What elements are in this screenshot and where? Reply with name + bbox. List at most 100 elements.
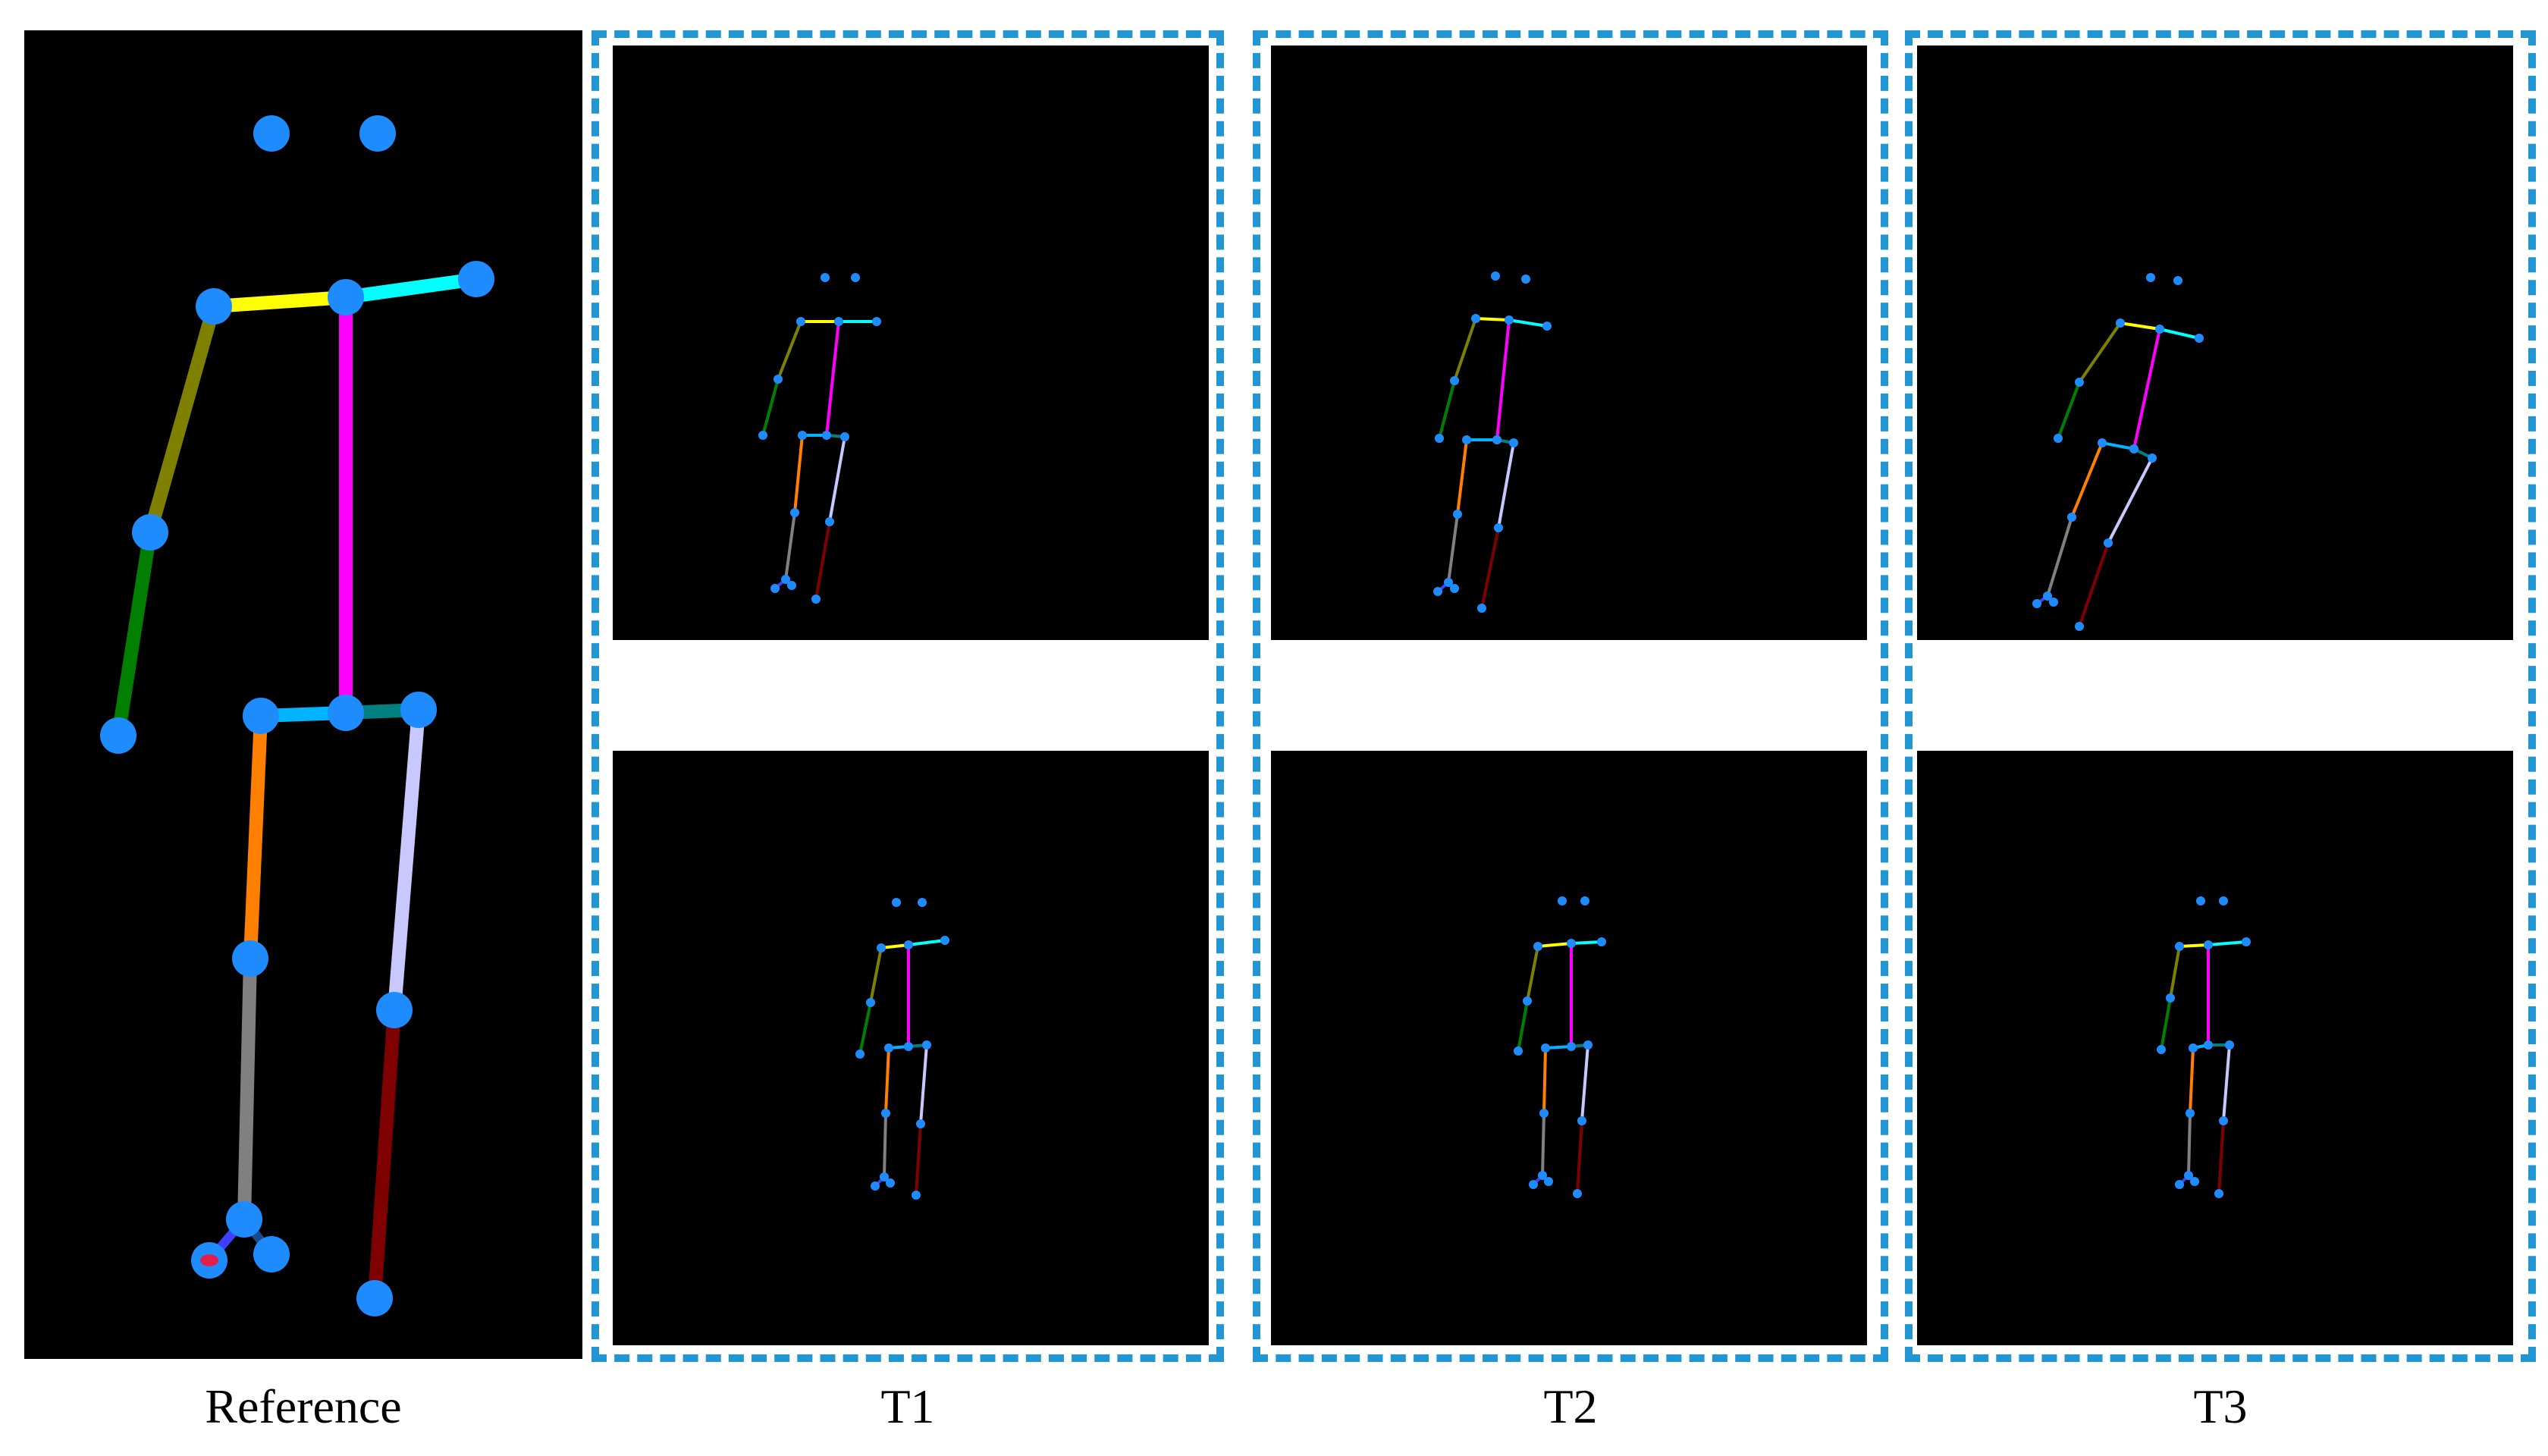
- joint-elbow: [1523, 996, 1532, 1006]
- bone-upper-arm: [869, 947, 883, 1003]
- joint-knee-left: [232, 940, 268, 977]
- joint-toe-small: [2190, 1177, 2199, 1186]
- t3-bottom-panel: [1917, 751, 2513, 1345]
- joint-wrist: [100, 717, 136, 754]
- bone-hip-left: [2101, 441, 2135, 450]
- bone-thigh-right: [1580, 1044, 1589, 1122]
- joint-eye-right: [1521, 275, 1530, 284]
- joint-toe-big: [871, 1181, 880, 1191]
- t1-bottom-panel: [613, 751, 1209, 1345]
- joint-ankle-right: [912, 1191, 921, 1200]
- joint-shoulder-left: [796, 317, 805, 326]
- joint-shoulder-left: [1533, 942, 1542, 951]
- joint-hip-center: [2129, 444, 2138, 453]
- caption-reference: Reference: [205, 1379, 402, 1433]
- joint-hip-center: [2204, 1040, 2213, 1050]
- joint-wrist: [2157, 1045, 2166, 1054]
- bone-shoulder-right: [2208, 940, 2247, 946]
- joint-hip-left: [243, 698, 279, 734]
- heel-marker: [200, 1254, 218, 1266]
- joint-shoulder-right: [2195, 334, 2204, 343]
- caption-t1: T1: [880, 1379, 935, 1433]
- bone-torso: [2132, 328, 2161, 450]
- t2-bottom-panel: [1271, 751, 1867, 1345]
- joint-shoulder-right: [940, 936, 949, 945]
- bone-shoulder-left: [2179, 943, 2209, 948]
- joint-elbow: [2166, 993, 2175, 1003]
- joint-shoulder-left: [877, 943, 886, 952]
- joint-eye-left: [2196, 896, 2205, 905]
- joint-eye-left: [2146, 273, 2155, 282]
- bone-shoulder-right: [1571, 940, 1602, 945]
- t3-top-skeleton: [2032, 273, 2204, 631]
- bone-upper-arm: [2078, 322, 2122, 384]
- joint-shoulder-left: [2116, 318, 2125, 328]
- joint-knee-left: [1539, 1109, 1549, 1118]
- joint-toe-small: [1450, 584, 1459, 593]
- joint-wrist: [855, 1050, 864, 1059]
- bone-shoulder-left: [1537, 942, 1572, 948]
- joint-eye-left: [1558, 896, 1567, 905]
- t1-top-panel: [613, 46, 1209, 640]
- bone-shoulder-left: [2120, 322, 2160, 331]
- joint-neck: [904, 940, 913, 949]
- group-t3: [1905, 30, 2536, 1362]
- bone-thigh-right: [2222, 1044, 2231, 1122]
- bone-thigh-right: [919, 1044, 928, 1125]
- joint-ankle-right: [2075, 622, 2084, 631]
- joint-toe-small: [787, 581, 796, 590]
- joint-hip-right: [1583, 1040, 1592, 1050]
- joint-hip-left: [884, 1043, 893, 1053]
- bone-thigh-left: [1542, 1047, 1547, 1114]
- bone-thigh-left: [2070, 442, 2104, 518]
- joint-knee-left: [2067, 513, 2076, 522]
- joint-shoulder-left: [2175, 942, 2184, 951]
- bone-shoulder-left: [880, 943, 909, 949]
- joint-eye-right: [1580, 896, 1589, 905]
- t3-top-panel: [1917, 46, 2513, 640]
- bone-shin-right: [2078, 542, 2110, 627]
- reference-pose-panel: [24, 30, 582, 1359]
- bone-shin-right: [814, 521, 831, 600]
- joint-hip-center: [1492, 435, 1502, 444]
- joint-ankle-left: [1444, 578, 1453, 587]
- joint-hip-center: [904, 1042, 913, 1051]
- bone-upper-arm: [1526, 946, 1539, 1002]
- joint-knee-right: [376, 992, 413, 1028]
- bone-shin-left: [2187, 1112, 2192, 1176]
- bone-shoulder-right: [344, 272, 478, 304]
- joint-toe-big: [2032, 599, 2041, 608]
- bone-shin-left: [1447, 513, 1459, 583]
- bone-thigh-left: [2189, 1047, 2195, 1114]
- joint-neck: [1567, 939, 1576, 948]
- joint-hip-left: [2189, 1043, 2198, 1053]
- joint-elbow: [774, 375, 783, 384]
- joint-knee-left: [790, 508, 799, 517]
- joint-ankle-left: [2043, 592, 2052, 601]
- bone-thigh-left: [793, 435, 804, 513]
- joint-knee-right: [1577, 1116, 1586, 1125]
- bone-thigh-left: [1456, 439, 1468, 515]
- joint-shoulder-left: [1471, 314, 1480, 323]
- joint-neck: [1505, 315, 1514, 325]
- t1-top-skeleton: [758, 273, 881, 604]
- joint-eye-right: [851, 273, 860, 282]
- joint-eye-right: [2173, 276, 2182, 285]
- joint-neck: [2204, 940, 2213, 949]
- joint-eye-left: [253, 115, 290, 152]
- joint-knee-right: [2104, 538, 2113, 548]
- bone-upper-arm: [777, 321, 802, 380]
- joint-hip-right: [2148, 453, 2157, 463]
- joint-toe-small: [253, 1236, 290, 1272]
- joint-hip-left: [1462, 435, 1471, 444]
- joint-eye-right: [2219, 896, 2228, 905]
- bone-shin-right: [368, 1009, 401, 1299]
- joint-ankle-right: [1573, 1189, 1582, 1198]
- joint-shoulder-right: [2242, 937, 2251, 946]
- joint-hip-center: [1567, 1042, 1576, 1051]
- bone-shin-right: [2217, 1120, 2225, 1194]
- joint-eye-right: [918, 898, 927, 907]
- t3-bottom-skeleton: [2157, 896, 2251, 1198]
- reference-skeleton: [100, 115, 494, 1316]
